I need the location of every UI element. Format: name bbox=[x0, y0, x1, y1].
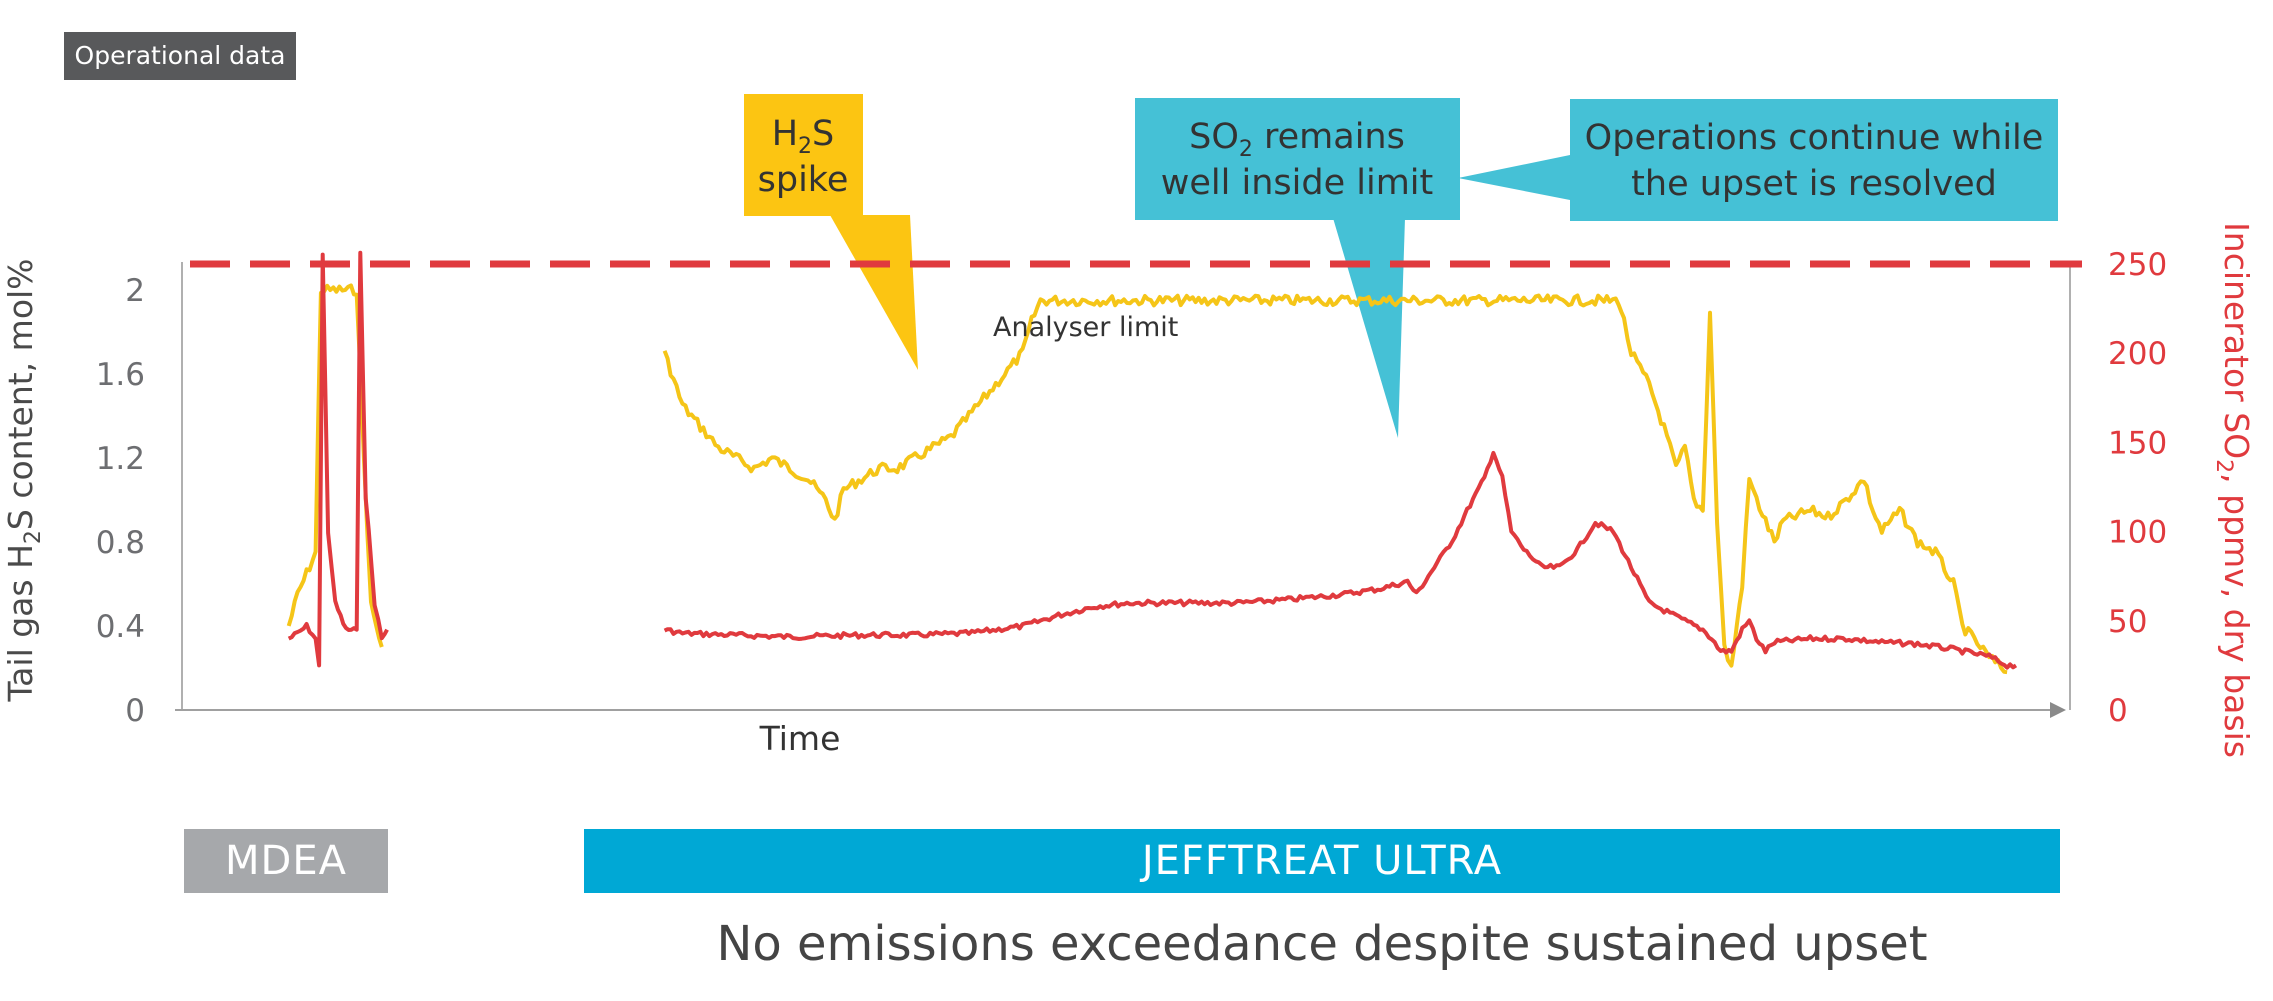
left-tick-label: 2 bbox=[125, 273, 145, 309]
series-h2s bbox=[286, 283, 2008, 675]
series-so2 bbox=[287, 250, 2018, 670]
callout-h2s-spike: H2S spike bbox=[744, 94, 918, 370]
right-tick-label: 150 bbox=[2108, 425, 2167, 461]
left-axis-title-part1: Tail gas H bbox=[1, 544, 40, 702]
callout-so2-text-line2: well inside limit bbox=[1161, 163, 1433, 203]
left-axis-title-part2: S content, mol% bbox=[1, 258, 40, 530]
callout-so2-text-remains: remains bbox=[1253, 117, 1405, 157]
callout-so2-limit: SO2 remains well inside limit bbox=[1135, 98, 1460, 438]
callout-so2-pointer bbox=[1333, 218, 1405, 438]
series-so2-segment-1 bbox=[663, 450, 2018, 670]
footer-caption: No emissions exceedance despite sustaine… bbox=[716, 916, 1928, 972]
right-tick-label: 0 bbox=[2108, 693, 2128, 729]
left-axis-title: Tail gas H2S content, mol% bbox=[1, 258, 46, 702]
series-so2-segment-0 bbox=[287, 250, 389, 668]
left-axis-title-sub: 2 bbox=[21, 530, 46, 544]
svg-text:H2S: H2S bbox=[772, 114, 835, 159]
callout-h2s-box bbox=[744, 94, 863, 216]
callout-h2s-text-s: S bbox=[812, 114, 834, 154]
x-axis-title: Time bbox=[759, 719, 841, 758]
right-tick-label: 100 bbox=[2108, 515, 2167, 551]
x-axis-arrow-icon bbox=[2050, 702, 2066, 718]
callout-so2-box bbox=[1135, 98, 1460, 220]
callout-ops-text-line2: the upset is resolved bbox=[1631, 164, 1997, 204]
callout-h2s-text-h: H bbox=[772, 114, 798, 154]
right-axis-title: Incinerator SO2, ppmv, dry basis bbox=[2211, 222, 2256, 758]
operational-data-badge: Operational data bbox=[64, 32, 296, 80]
right-tick-label: 200 bbox=[2108, 336, 2167, 372]
right-axis-title-part1: Incinerator SO bbox=[2217, 222, 2256, 459]
callout-so2-text-sub: 2 bbox=[1239, 137, 1253, 162]
left-tick-label: 1.6 bbox=[96, 357, 145, 393]
left-tick-label: 0.4 bbox=[96, 609, 145, 645]
callout-ops-text-line1: Operations continue while bbox=[1585, 118, 2044, 158]
callout-operations: Operations continue while the upset is r… bbox=[1458, 99, 2058, 221]
callout-h2s-text-sub: 2 bbox=[798, 134, 812, 159]
callout-ops-pointer bbox=[1458, 155, 1570, 200]
mdea-band: MDEA bbox=[184, 829, 388, 893]
callout-h2s-text-line2: spike bbox=[758, 160, 849, 200]
left-tick-label: 0.8 bbox=[96, 525, 145, 561]
right-axis-title-sub: 2 bbox=[2211, 459, 2236, 473]
jefftreat-ultra-band: JEFFTREAT ULTRA bbox=[584, 829, 2060, 893]
left-tick-labels: 0 0.4 0.8 1.2 1.6 2 bbox=[96, 273, 145, 729]
right-tick-label: 50 bbox=[2108, 604, 2147, 640]
right-tick-label: 250 bbox=[2108, 247, 2167, 283]
right-axis-title-part2: , ppmv, dry basis bbox=[2217, 473, 2256, 758]
left-tick-label: 1.2 bbox=[96, 441, 145, 477]
series-h2s-segment-1 bbox=[662, 293, 2008, 675]
left-tick-label: 0 bbox=[125, 693, 145, 729]
callout-h2s-pointer bbox=[830, 215, 918, 370]
right-tick-labels: 0 50 100 150 200 250 bbox=[2108, 247, 2167, 729]
analyser-limit-label: Analyser limit bbox=[993, 312, 1178, 343]
svg-text:SO2 remains: SO2 remains bbox=[1189, 117, 1405, 162]
callout-ops-box bbox=[1570, 99, 2058, 221]
callout-so2-text-so: SO bbox=[1189, 117, 1239, 157]
